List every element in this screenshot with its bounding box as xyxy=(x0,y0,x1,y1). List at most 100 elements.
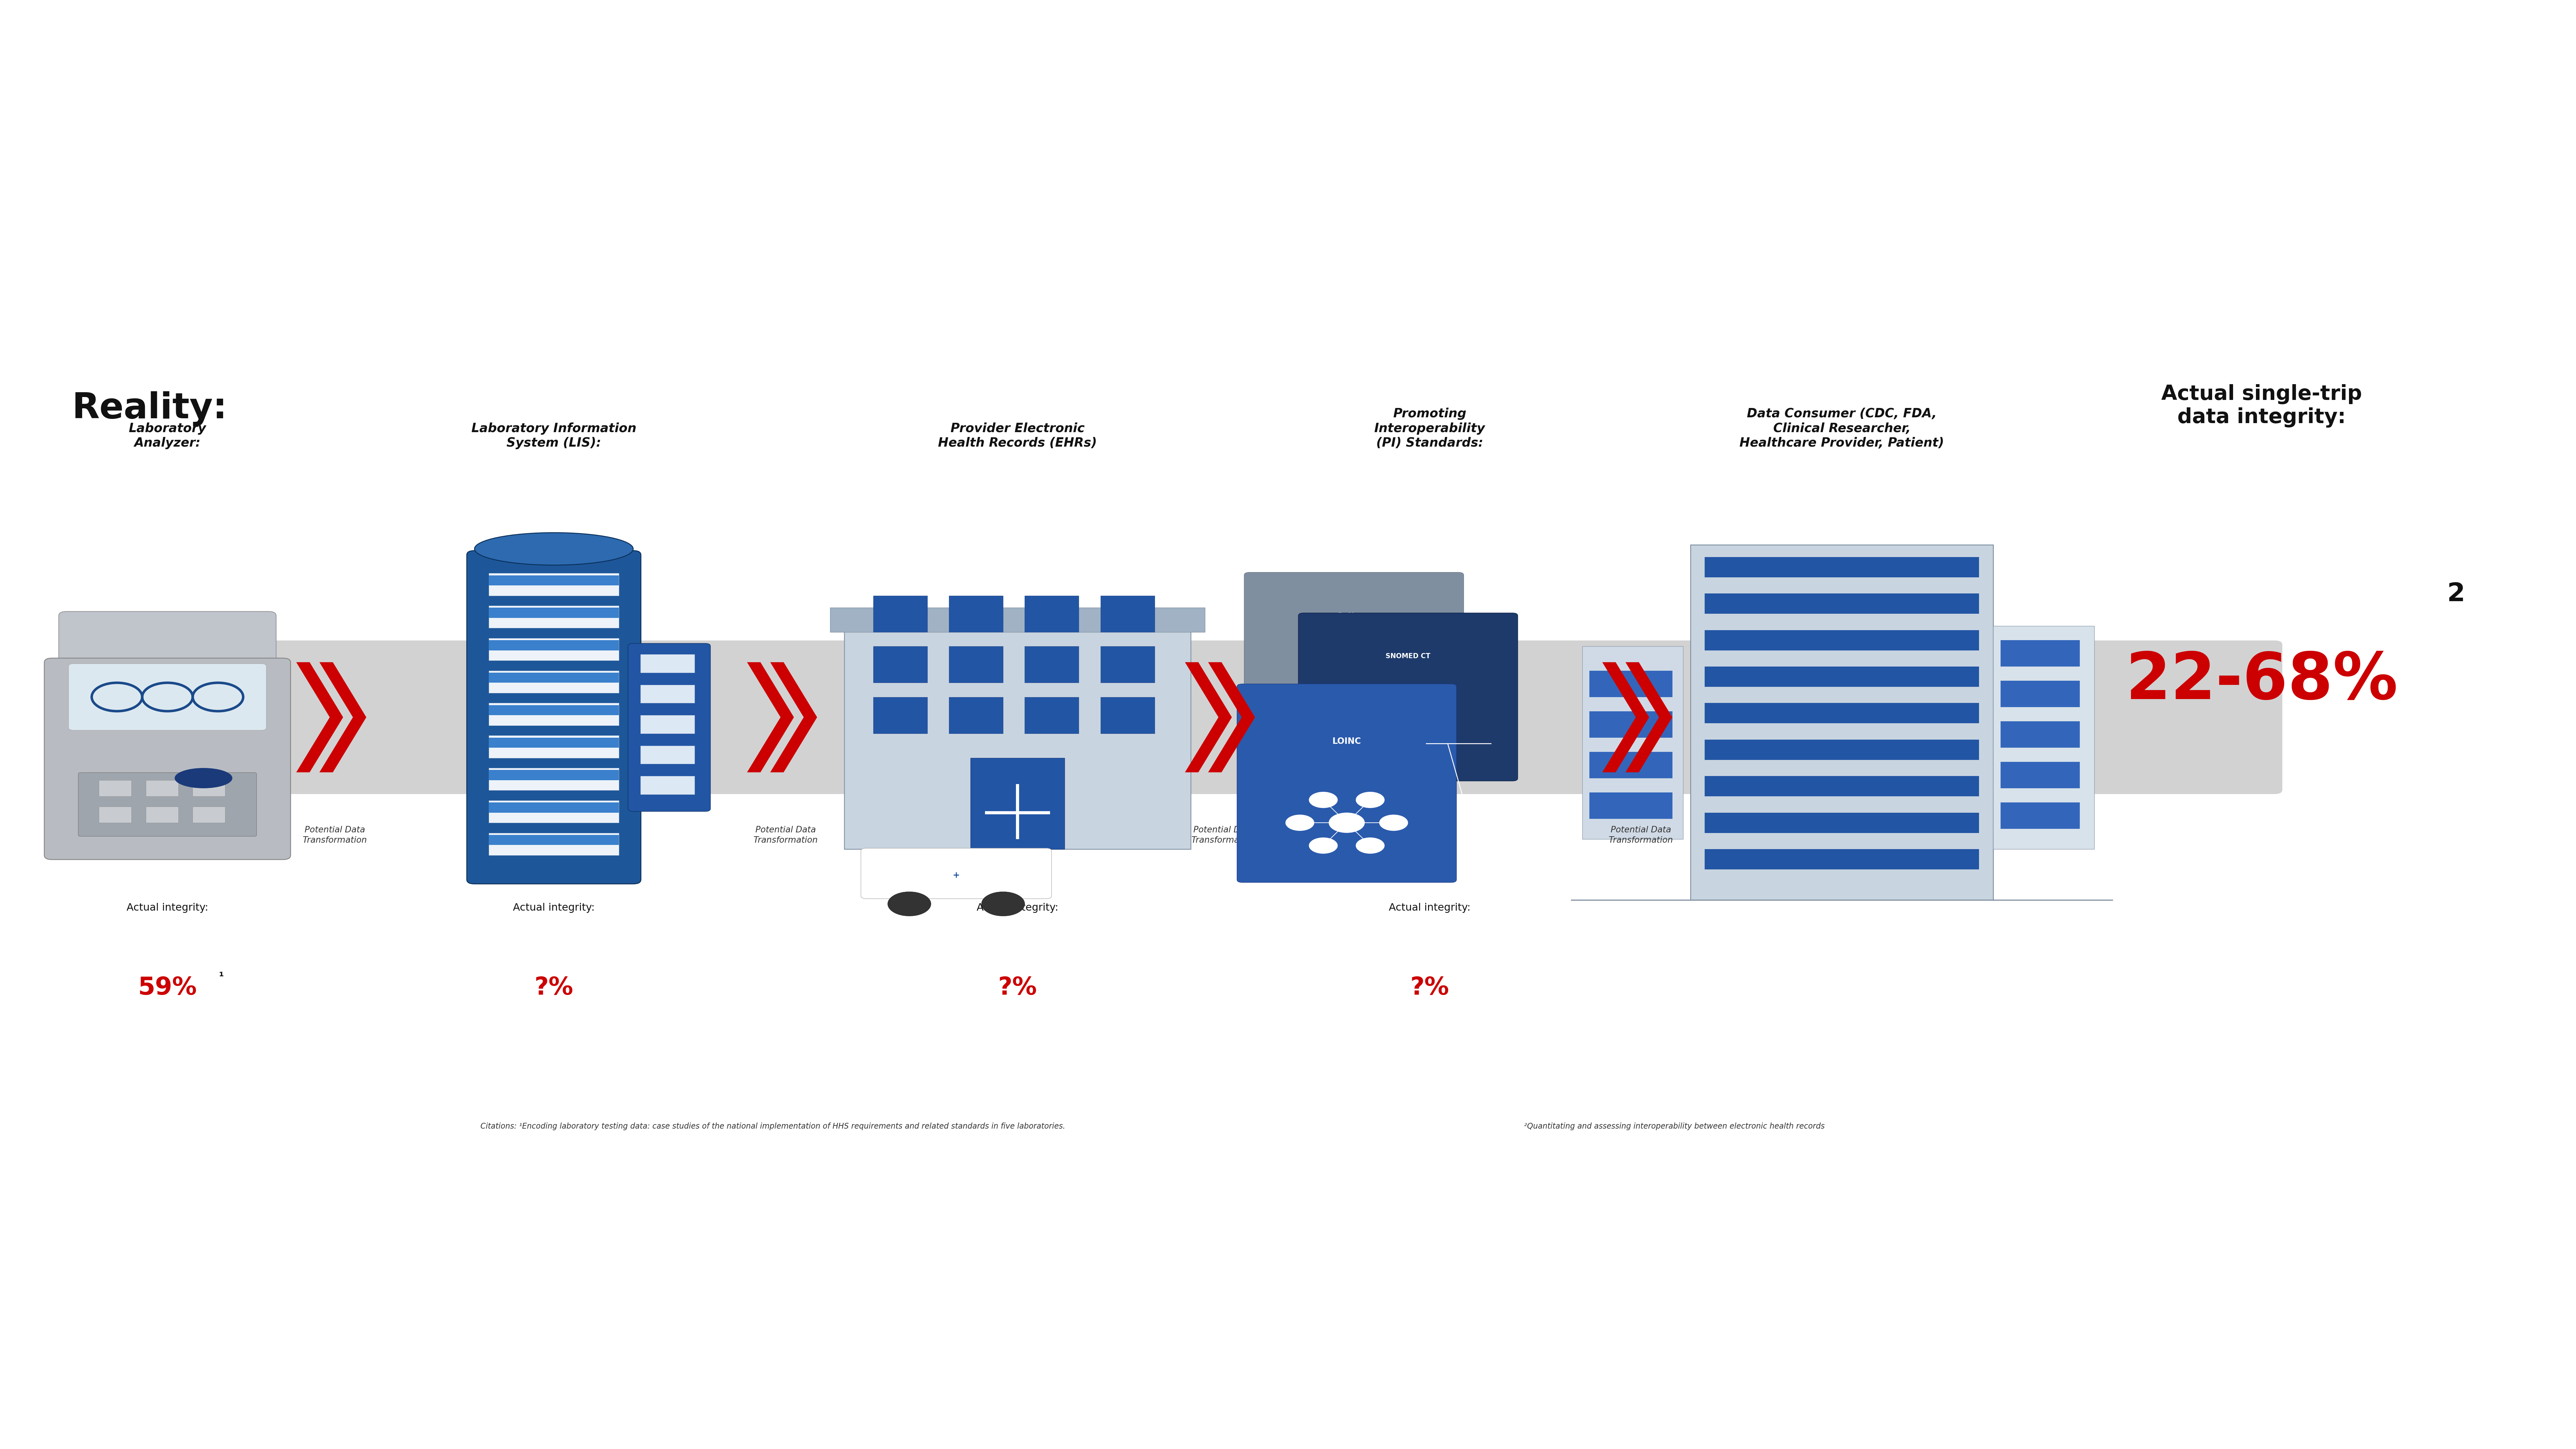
Bar xyxy=(948,646,1002,682)
Circle shape xyxy=(1309,791,1337,809)
Bar xyxy=(2002,762,2079,788)
Text: Reality:: Reality: xyxy=(72,391,227,426)
Polygon shape xyxy=(1208,662,1255,772)
Bar xyxy=(489,803,618,813)
Bar xyxy=(1025,596,1079,632)
Bar xyxy=(1582,646,1682,839)
Bar xyxy=(948,596,1002,632)
Bar xyxy=(1705,739,1978,759)
FancyBboxPatch shape xyxy=(77,772,258,836)
Bar xyxy=(641,685,696,703)
Bar xyxy=(845,626,1190,849)
Bar xyxy=(1025,646,1079,682)
FancyBboxPatch shape xyxy=(1236,684,1455,882)
Bar xyxy=(489,672,618,682)
Text: Actual integrity:: Actual integrity: xyxy=(976,903,1059,913)
Text: Laboratory
Analyzer:: Laboratory Analyzer: xyxy=(129,422,206,449)
Bar xyxy=(1589,752,1672,778)
Bar xyxy=(98,780,131,797)
Circle shape xyxy=(1355,838,1386,853)
Bar xyxy=(489,706,618,716)
Bar xyxy=(1589,793,1672,819)
Bar xyxy=(971,758,1064,849)
Bar xyxy=(641,655,696,672)
Bar xyxy=(489,835,618,845)
Bar xyxy=(193,780,224,797)
Bar xyxy=(2002,640,2079,667)
FancyBboxPatch shape xyxy=(466,551,641,884)
Text: ?%: ?% xyxy=(1409,977,1450,1000)
Bar xyxy=(489,638,618,661)
Bar xyxy=(1705,667,1978,687)
Ellipse shape xyxy=(474,533,634,565)
Text: SNOMED CT: SNOMED CT xyxy=(1386,653,1430,659)
Polygon shape xyxy=(1185,662,1231,772)
Bar xyxy=(489,769,618,780)
Text: ?%: ?% xyxy=(997,977,1038,1000)
Bar xyxy=(2002,722,2079,748)
Bar xyxy=(1705,630,1978,651)
Circle shape xyxy=(1355,791,1386,809)
FancyBboxPatch shape xyxy=(90,640,2282,794)
Text: Potential Data
Transformation: Potential Data Transformation xyxy=(752,826,819,845)
Text: 59%: 59% xyxy=(139,977,196,1000)
Bar xyxy=(489,768,618,790)
Bar xyxy=(147,807,178,823)
Text: Potential Data
Transformation: Potential Data Transformation xyxy=(1190,826,1257,845)
Bar xyxy=(1100,596,1154,632)
Bar xyxy=(829,607,1206,632)
Bar xyxy=(641,716,696,733)
Bar xyxy=(489,671,618,693)
Bar xyxy=(1589,711,1672,738)
Bar xyxy=(1705,556,1978,577)
Polygon shape xyxy=(770,662,817,772)
Bar xyxy=(1100,697,1154,733)
Bar xyxy=(98,807,131,823)
Circle shape xyxy=(889,891,930,916)
Text: Actual single-trip
data integrity:: Actual single-trip data integrity: xyxy=(2161,384,2362,427)
Bar xyxy=(489,640,618,651)
Text: ?%: ?% xyxy=(533,977,574,1000)
Polygon shape xyxy=(319,662,366,772)
Circle shape xyxy=(1378,814,1409,830)
Bar xyxy=(641,777,696,794)
Bar xyxy=(873,596,927,632)
Bar xyxy=(2002,681,2079,707)
Text: 22-68%: 22-68% xyxy=(2125,649,2398,713)
Bar xyxy=(948,697,1002,733)
Text: ¹: ¹ xyxy=(219,971,224,982)
Circle shape xyxy=(981,891,1025,916)
Bar xyxy=(489,575,618,585)
FancyBboxPatch shape xyxy=(1244,572,1463,740)
Bar xyxy=(489,800,618,823)
Polygon shape xyxy=(296,662,343,772)
FancyBboxPatch shape xyxy=(1298,613,1517,781)
FancyBboxPatch shape xyxy=(860,848,1051,898)
Polygon shape xyxy=(747,662,793,772)
Polygon shape xyxy=(1602,662,1649,772)
Bar xyxy=(2002,803,2079,829)
Bar xyxy=(489,833,618,855)
Bar xyxy=(1705,703,1978,723)
Bar xyxy=(1690,545,1994,900)
Bar xyxy=(489,606,618,627)
Text: Data Consumer (CDC, FDA,
Clinical Researcher,
Healthcare Provider, Patient): Data Consumer (CDC, FDA, Clinical Resear… xyxy=(1739,407,1945,449)
Text: Actual integrity:: Actual integrity: xyxy=(126,903,209,913)
Circle shape xyxy=(1329,813,1365,833)
Bar xyxy=(1994,626,2094,849)
Text: Citations: ¹Encoding laboratory testing data: case studies of the national imple: Citations: ¹Encoding laboratory testing … xyxy=(479,1123,1066,1130)
Text: Actual integrity:: Actual integrity: xyxy=(1388,903,1471,913)
Text: RxNorm: RxNorm xyxy=(1337,613,1370,619)
Bar xyxy=(489,607,618,617)
Text: Actual integrity:: Actual integrity: xyxy=(513,903,595,913)
Circle shape xyxy=(1309,838,1337,853)
FancyBboxPatch shape xyxy=(70,664,265,730)
Circle shape xyxy=(1285,814,1314,830)
Text: Provider Electronic
Health Records (EHRs): Provider Electronic Health Records (EHRs… xyxy=(938,422,1097,449)
Text: LOINC: LOINC xyxy=(1332,738,1360,746)
Bar xyxy=(489,736,618,758)
Bar xyxy=(1705,849,1978,869)
Bar xyxy=(193,807,224,823)
Ellipse shape xyxy=(175,768,232,788)
FancyBboxPatch shape xyxy=(44,658,291,859)
